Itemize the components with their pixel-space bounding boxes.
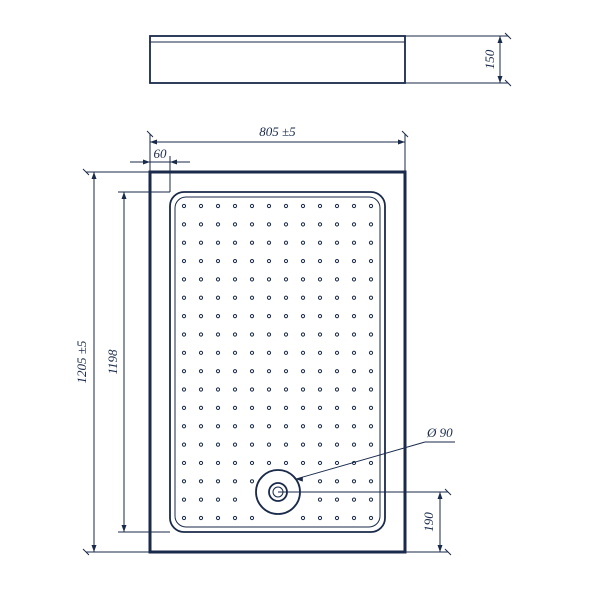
svg-text:190: 190 — [421, 512, 436, 532]
svg-text:1205 ±5: 1205 ±5 — [74, 340, 89, 383]
svg-text:60: 60 — [154, 146, 168, 161]
svg-text:Ø 90: Ø 90 — [426, 425, 453, 440]
svg-text:805 ±5: 805 ±5 — [259, 124, 296, 139]
svg-text:1198: 1198 — [105, 349, 120, 375]
svg-text:150: 150 — [482, 49, 497, 69]
